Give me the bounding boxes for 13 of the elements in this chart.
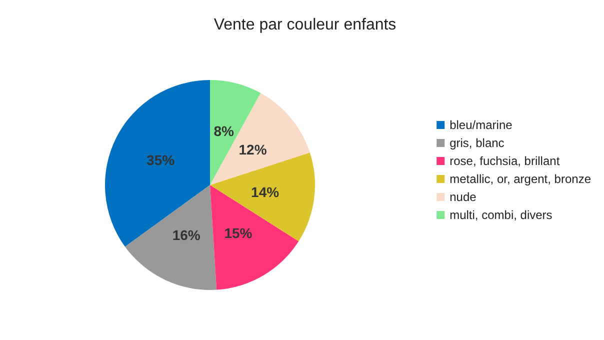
legend-label: multi, combi, divers — [450, 208, 552, 222]
legend-label: nude — [450, 190, 477, 204]
legend-label: rose, fuchsia, brillant — [450, 154, 560, 168]
data-label: 35% — [146, 152, 176, 168]
data-label: 15% — [224, 224, 253, 241]
legend-label: bleu/marine — [450, 118, 513, 132]
data-label: 12% — [238, 142, 268, 158]
chart-title: Vente par couleur enfants — [214, 16, 396, 34]
legend-label: metallic, or, argent, bronze — [450, 172, 592, 186]
data-label: 14% — [251, 184, 280, 200]
legend-label: gris, blanc — [450, 136, 504, 150]
data-label: 8% — [214, 123, 234, 140]
data-label: 16% — [172, 227, 201, 244]
